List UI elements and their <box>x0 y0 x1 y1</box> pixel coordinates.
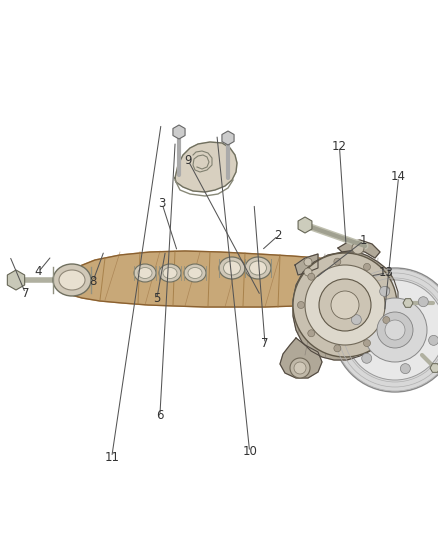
Polygon shape <box>430 364 438 373</box>
Text: 13: 13 <box>379 266 394 279</box>
Polygon shape <box>403 298 413 308</box>
Circle shape <box>304 268 312 276</box>
Circle shape <box>377 312 413 348</box>
Ellipse shape <box>184 264 206 282</box>
Ellipse shape <box>245 257 271 279</box>
Polygon shape <box>338 240 380 258</box>
Polygon shape <box>173 125 185 139</box>
Circle shape <box>383 286 390 294</box>
Ellipse shape <box>223 261 240 275</box>
Polygon shape <box>280 338 322 378</box>
Circle shape <box>305 265 385 345</box>
Ellipse shape <box>159 264 181 282</box>
Circle shape <box>429 335 438 345</box>
Circle shape <box>334 345 341 352</box>
Ellipse shape <box>250 261 266 275</box>
Polygon shape <box>7 270 25 290</box>
Circle shape <box>362 353 372 364</box>
Circle shape <box>308 273 315 280</box>
Circle shape <box>331 291 359 319</box>
Polygon shape <box>293 252 398 360</box>
Text: 10: 10 <box>242 446 257 458</box>
Ellipse shape <box>59 270 85 290</box>
Polygon shape <box>298 217 312 233</box>
Text: 11: 11 <box>104 451 119 464</box>
Text: 2: 2 <box>274 229 282 242</box>
Polygon shape <box>175 142 237 192</box>
Circle shape <box>333 268 438 392</box>
Circle shape <box>352 242 364 254</box>
Circle shape <box>293 253 397 357</box>
Circle shape <box>351 314 361 325</box>
Circle shape <box>297 302 304 309</box>
Circle shape <box>418 297 428 306</box>
Ellipse shape <box>53 264 91 296</box>
Text: 7: 7 <box>21 287 29 300</box>
Circle shape <box>385 320 405 340</box>
Text: 5: 5 <box>153 292 160 305</box>
Polygon shape <box>222 131 234 145</box>
Circle shape <box>319 279 371 331</box>
Text: 3: 3 <box>159 197 166 210</box>
Ellipse shape <box>163 268 177 279</box>
Polygon shape <box>295 254 318 275</box>
Text: 6: 6 <box>156 409 164 422</box>
Text: 8: 8 <box>89 275 96 288</box>
Text: 4: 4 <box>35 265 42 278</box>
Circle shape <box>290 358 310 378</box>
Circle shape <box>400 364 410 374</box>
Ellipse shape <box>219 257 245 279</box>
Text: 9: 9 <box>184 155 192 167</box>
Ellipse shape <box>138 268 152 279</box>
Polygon shape <box>58 251 368 307</box>
Circle shape <box>345 280 438 380</box>
Circle shape <box>308 330 315 337</box>
Text: 1: 1 <box>360 235 367 247</box>
Circle shape <box>364 340 371 346</box>
Circle shape <box>383 317 390 324</box>
Circle shape <box>294 362 306 374</box>
Text: 12: 12 <box>332 140 347 153</box>
Ellipse shape <box>134 264 156 282</box>
Circle shape <box>304 258 312 266</box>
Circle shape <box>364 263 371 270</box>
Circle shape <box>380 286 390 296</box>
Circle shape <box>334 258 341 265</box>
Text: 14: 14 <box>391 171 406 183</box>
Circle shape <box>363 298 427 362</box>
Ellipse shape <box>188 268 202 279</box>
Text: 7: 7 <box>261 337 269 350</box>
